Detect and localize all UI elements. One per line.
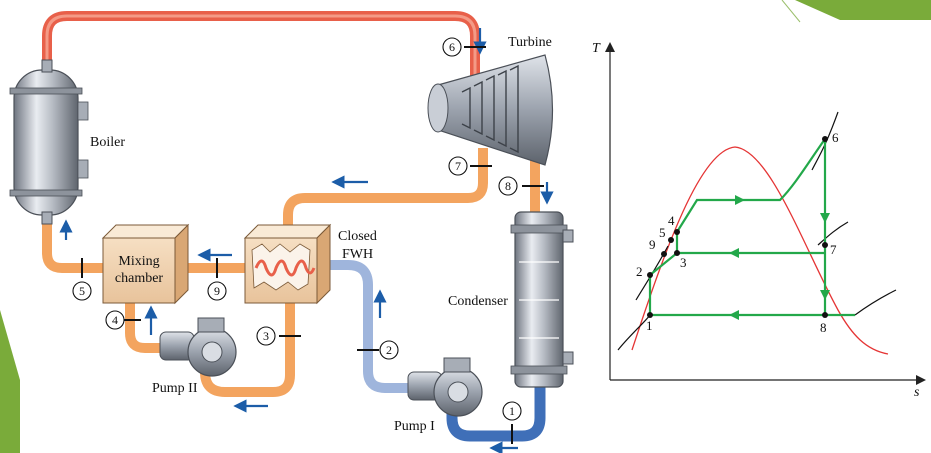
ts-label-5: 5 [659, 225, 666, 240]
corner-accent-line [781, 0, 801, 23]
state-markers: 6 7 8 5 9 4 3 2 1 [72, 37, 544, 444]
mixing-chamber-label-1: Mixing [118, 254, 159, 269]
saturation-dome [631, 146, 889, 355]
ts-point-7 [822, 242, 828, 248]
pipe-condenser-to-pump1 [446, 385, 546, 442]
isobar-high-upper [811, 111, 839, 171]
ts-point-5 [668, 237, 674, 243]
boiler-label: Boiler [90, 135, 125, 150]
ts-point-8 [822, 312, 828, 318]
svg-text:4: 4 [112, 313, 118, 327]
condenser [510, 211, 574, 388]
pump-1 [407, 357, 483, 417]
marker-7: 7 [448, 156, 492, 176]
corner-accent-left [0, 310, 20, 453]
marker-8: 8 [498, 176, 544, 196]
ts-point-6 [822, 136, 828, 142]
pipe-pump2-to-mixing [125, 300, 168, 353]
ts-x-label: s [914, 385, 920, 400]
ts-x-arrow [916, 375, 926, 385]
pipe-mixing-to-boiler [42, 215, 110, 273]
isobar-mid-right [817, 221, 849, 246]
svg-text:8: 8 [505, 179, 511, 193]
ts-label-3: 3 [680, 255, 687, 270]
marker-2: 2 [357, 340, 399, 360]
svg-text:2: 2 [386, 343, 392, 357]
ts-point-2 [647, 272, 653, 278]
ts-y-arrow [605, 42, 615, 52]
pump-2 [159, 317, 237, 377]
svg-text:6: 6 [449, 40, 455, 54]
turbine [427, 54, 554, 166]
svg-text:1: 1 [509, 404, 515, 418]
pump-2-label: Pump II [152, 381, 198, 396]
ts-label-8: 8 [820, 320, 827, 335]
ts-point-3 [674, 250, 680, 256]
flow-arrows [59, 28, 554, 453]
ts-point-1 [647, 312, 653, 318]
svg-text:5: 5 [79, 284, 85, 298]
marker-1: 1 [502, 401, 522, 444]
mixing-chamber [101, 223, 190, 305]
ts-diagram: T s [592, 41, 926, 400]
pipe-turbine-bleed-to-fwh [283, 148, 488, 235]
boiler [9, 59, 89, 225]
closed-fwh [243, 223, 332, 305]
ts-point-4 [674, 229, 680, 235]
marker-6: 6 [442, 37, 486, 57]
ts-label-9: 9 [649, 237, 656, 252]
pipe-pump1-to-fwh [322, 260, 415, 393]
fwh-heating-coil [254, 259, 316, 277]
svg-text:7: 7 [455, 159, 461, 173]
process-2-3 [649, 252, 678, 276]
ts-label-6: 6 [832, 130, 839, 145]
ts-y-label: T [592, 41, 601, 56]
marker-4: 4 [105, 310, 141, 330]
marker-5: 5 [72, 258, 92, 301]
pipe-boiler-to-turbine [42, 11, 480, 80]
process-4-6 [676, 138, 826, 233]
ts-label-4: 4 [668, 213, 675, 228]
ts-point-9 [661, 251, 667, 257]
svg-text:3: 3 [263, 329, 269, 343]
ts-label-1: 1 [646, 318, 653, 333]
ts-label-2: 2 [636, 264, 643, 279]
isobar-low-right [854, 289, 897, 316]
marker-9: 9 [207, 258, 227, 301]
closed-fwh-label-1: Closed [338, 229, 377, 244]
ts-label-7: 7 [830, 242, 837, 257]
turbine-label: Turbine [508, 35, 552, 50]
svg-text:9: 9 [214, 284, 220, 298]
mixing-chamber-label-2: chamber [115, 271, 164, 286]
pipe-fwh-drain-to-pump2 [200, 300, 295, 397]
corner-accent-top-right [795, 0, 931, 20]
marker-3: 3 [256, 326, 301, 346]
condenser-label: Condenser [448, 294, 508, 309]
pump-1-label: Pump I [394, 419, 435, 434]
closed-fwh-label-2: FWH [342, 247, 373, 262]
